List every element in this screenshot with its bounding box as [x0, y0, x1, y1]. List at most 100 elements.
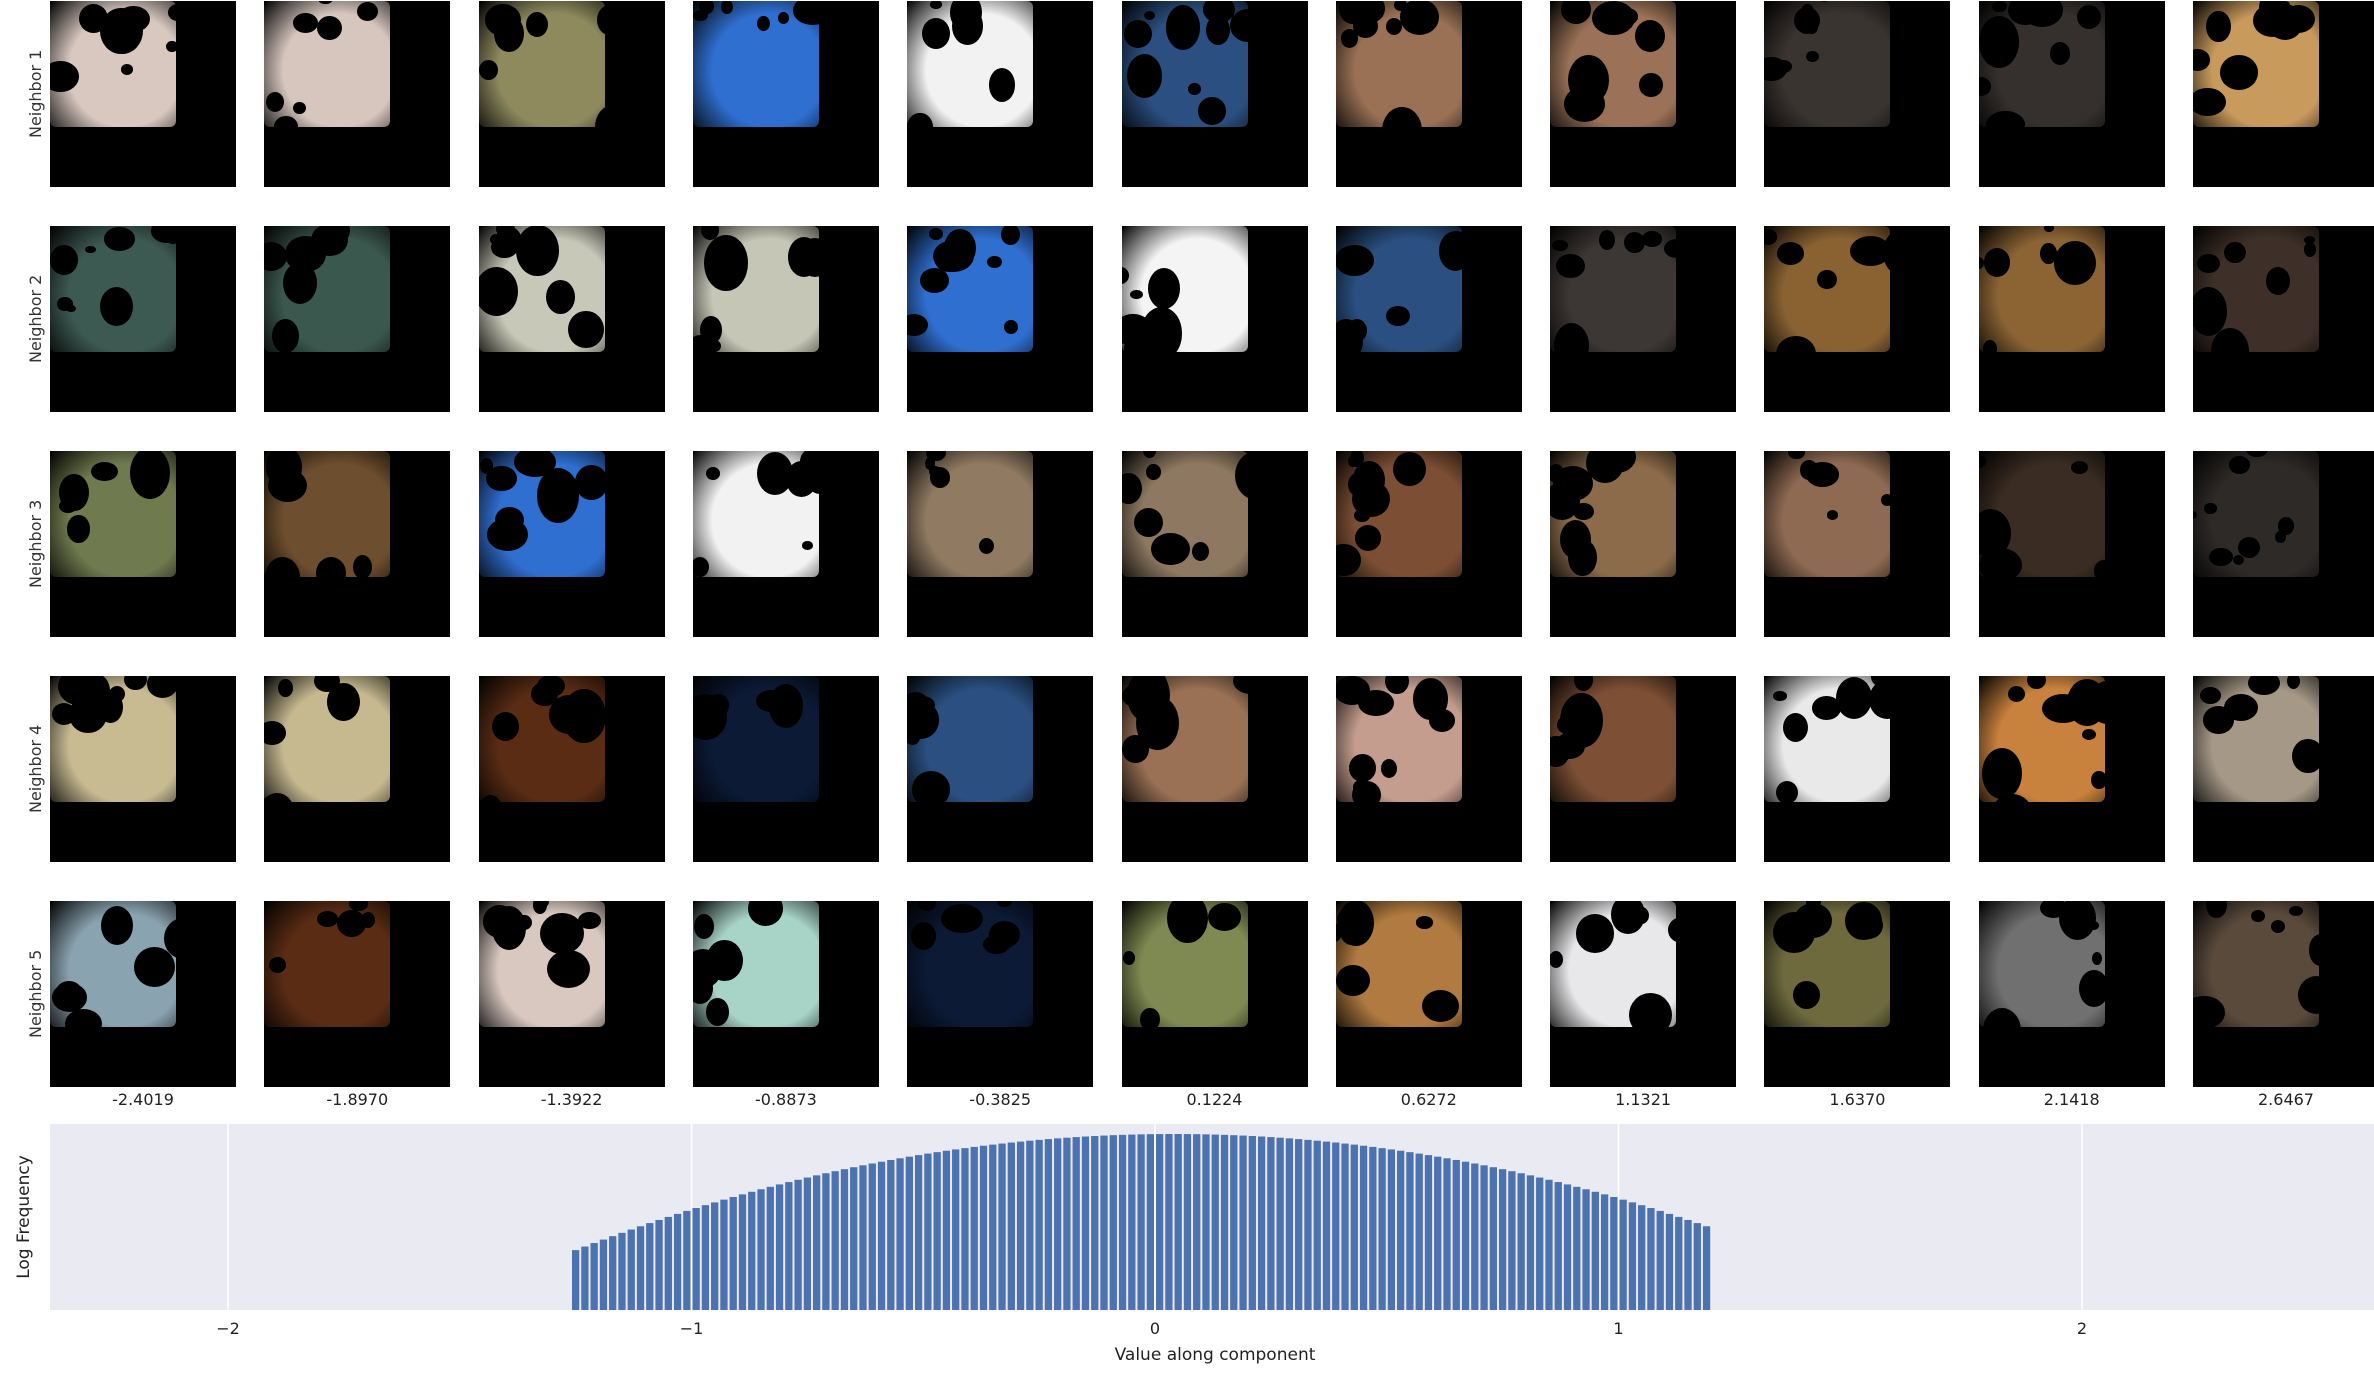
mask-hole — [1335, 244, 1374, 276]
mask-hole — [907, 729, 921, 745]
histogram-bar — [1118, 1134, 1127, 1310]
mask-hole — [1140, 1007, 1160, 1031]
histogram-bar — [701, 1205, 710, 1310]
neighbor-tile — [907, 226, 1094, 412]
mask-hole — [917, 901, 936, 911]
histogram-bar — [1063, 1137, 1071, 1310]
mask-hole — [907, 313, 929, 337]
mask-hole — [575, 465, 609, 500]
mask-hole — [952, 7, 983, 45]
mask-hole — [1143, 10, 1155, 21]
histogram-bar — [1489, 1167, 1497, 1310]
mask-hole — [353, 554, 372, 579]
mask-hole — [1136, 695, 1180, 750]
mask-hole — [130, 451, 171, 499]
mask-hole — [1165, 5, 1201, 50]
mask-hole — [2193, 48, 2211, 71]
mask-hole — [987, 256, 1003, 269]
neighbor-tile — [2193, 226, 2374, 412]
mask-hole — [1134, 507, 1164, 538]
mask-hole — [1140, 307, 1183, 360]
column-value-label: 1.1321 — [1615, 1090, 1672, 1109]
mask-hole — [2304, 235, 2315, 244]
mask-hole — [1151, 532, 1190, 565]
neighbor-tile — [1550, 901, 1737, 1087]
mask-hole — [478, 267, 519, 317]
mask-hole — [2237, 536, 2261, 558]
histogram-bar — [1137, 1134, 1145, 1310]
mask-hole — [1773, 691, 1787, 701]
histogram-bar — [1526, 1175, 1535, 1310]
mask-hole — [337, 909, 367, 937]
mask-hole — [2246, 451, 2268, 458]
mask-hole — [516, 226, 559, 277]
histogram-bar — [1109, 1135, 1117, 1310]
histogram-bar — [813, 1175, 821, 1310]
histogram-bar — [1322, 1141, 1331, 1310]
mask-hole — [1776, 335, 1817, 373]
mask-hole — [1664, 238, 1691, 259]
mask-hole — [120, 63, 134, 75]
histogram-bar — [1656, 1210, 1664, 1310]
mask-hole — [911, 771, 951, 809]
mask-hole — [2007, 685, 2026, 702]
mask-hole — [700, 226, 720, 240]
neighbor-tile — [1335, 1, 1522, 187]
mask-hole — [693, 913, 715, 940]
mask-hole — [1992, 1, 2008, 13]
mask-hole — [2040, 243, 2057, 265]
mask-hole — [594, 105, 631, 149]
histogram-bar — [914, 1155, 923, 1310]
mask-hole — [166, 40, 179, 52]
mask-hole — [64, 1009, 102, 1039]
row-label-1: Neighbor 1 — [26, 49, 45, 138]
mask-hole — [1385, 17, 1402, 35]
histogram-bar — [1304, 1139, 1312, 1310]
mask-hole — [486, 465, 517, 492]
histogram-bar — [1628, 1202, 1637, 1310]
neighbor-tile — [1550, 676, 1737, 862]
mask-hole — [2091, 770, 2107, 789]
mask-hole — [264, 721, 286, 745]
histogram-bar — [1406, 1152, 1414, 1310]
neighbor-tile — [50, 1, 236, 187]
histogram-bar — [1675, 1216, 1683, 1310]
neighbor-tile — [692, 451, 879, 637]
histogram-bar — [1545, 1179, 1553, 1310]
neighbor-tile — [1764, 676, 1951, 862]
histogram-bar — [627, 1229, 635, 1310]
mask-hole — [1339, 1, 1358, 15]
histogram-bar — [998, 1143, 1006, 1310]
mask-hole — [99, 286, 134, 326]
neighbor-tile — [1335, 451, 1522, 637]
histogram-bar — [840, 1169, 849, 1310]
histogram-bar — [989, 1144, 997, 1310]
x-tick-label: −2 — [216, 1319, 240, 1338]
mask-hole — [2193, 995, 2225, 1030]
mask-hole — [928, 227, 943, 241]
mask-hole — [1849, 236, 1891, 267]
mask-hole — [1869, 680, 1907, 720]
mask-hole — [2220, 55, 2258, 90]
mask-hole — [2289, 906, 2304, 917]
mask-hole — [2205, 11, 2231, 43]
mask-hole — [1361, 1, 1386, 23]
mask-hole — [1146, 464, 1161, 480]
neighbor-tile — [1978, 676, 2165, 862]
mask-hole — [310, 226, 348, 257]
mask-hole — [1667, 916, 1696, 943]
mask-hole — [2265, 267, 2291, 296]
mask-hole — [692, 556, 710, 578]
histogram-bar — [1434, 1156, 1442, 1310]
mask-hole — [757, 15, 771, 32]
mask-hole — [1353, 780, 1368, 795]
column-value-label: -1.3922 — [540, 1090, 603, 1109]
mask-hole — [1348, 754, 1377, 783]
histogram-bar — [775, 1184, 784, 1310]
mask-hole — [1788, 451, 1805, 459]
mask-hole — [316, 911, 339, 928]
mask-hole — [1642, 230, 1662, 248]
histogram-bar — [1638, 1205, 1646, 1310]
neighbor-tile — [2193, 1, 2374, 187]
mask-hole — [1982, 747, 2023, 799]
